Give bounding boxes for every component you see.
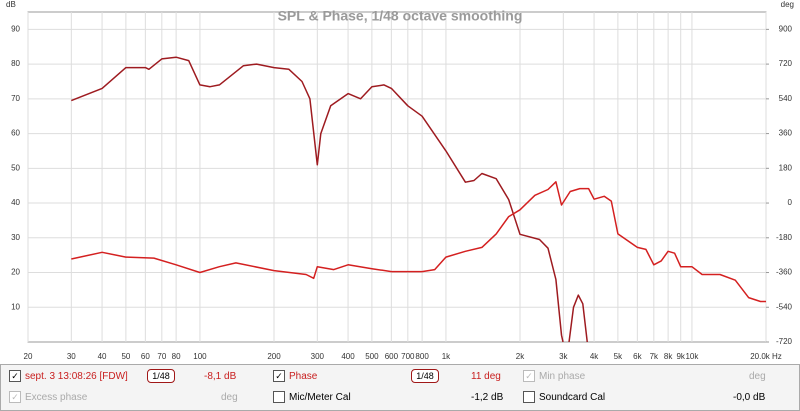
y2-tick-label: -180 — [776, 233, 793, 242]
min-phase: Min phase — [539, 371, 586, 382]
excess-phase-unit: deg — [221, 392, 238, 403]
x-tick-label: 9k — [676, 352, 685, 361]
y2-tick-label: -720 — [776, 337, 793, 346]
y-tick-label: 40 — [11, 198, 20, 207]
smoothing-button[interactable]: 1/48 — [147, 369, 175, 383]
x-tick-label: 6k — [633, 352, 642, 361]
y2-tick-label: -360 — [776, 268, 793, 277]
series-line — [71, 56, 589, 342]
x-tick-label: 30 — [67, 352, 76, 361]
measurement-name: sept. 3 13:08:26 [FDW] — [25, 371, 128, 382]
x-tick-label: 300 — [311, 352, 325, 361]
x-tick-label: 80 — [172, 352, 181, 361]
x-tick-label: 100 — [193, 352, 207, 361]
x-tick-label: 600 — [385, 352, 399, 361]
checkbox[interactable] — [273, 391, 285, 403]
x-tick-label: 5k — [614, 352, 623, 361]
x-tick-label: 3k — [559, 352, 568, 361]
mic-cal-value: -1,2 dB — [471, 392, 504, 403]
x-tick-label: 200 — [267, 352, 281, 361]
phase-label: Phase — [289, 371, 318, 382]
x-tick-label: 10k — [685, 352, 699, 361]
y2-tick-label: 360 — [779, 129, 793, 138]
y-tick-label: 70 — [11, 94, 20, 103]
checkbox[interactable]: ✓ — [273, 370, 285, 382]
y-axis-label: dB — [6, 0, 16, 9]
y-tick-label: 60 — [11, 129, 20, 138]
min-phase-unit: deg — [749, 371, 766, 382]
x-tick-label: 20 — [24, 352, 33, 361]
x-tick-label: 20.0k Hz — [750, 352, 782, 361]
y-tick-label: 90 — [11, 24, 20, 33]
chart-title: SPL & Phase, 1/48 octave smoothing — [278, 8, 523, 24]
x-tick-label: 1k — [442, 352, 451, 361]
y2-tick-label: 540 — [779, 94, 793, 103]
x-tick-label: 40 — [98, 352, 107, 361]
series-line — [71, 181, 766, 303]
soundcard-cal: Soundcard Cal — [539, 392, 606, 403]
x-tick-label: 800 — [415, 352, 429, 361]
x-tick-label: 2k — [516, 352, 525, 361]
chart: SPL & Phase, 1/48 octave smoothing dB de… — [6, 0, 794, 361]
x-tick-label: 500 — [365, 352, 379, 361]
y-tick-label: 80 — [11, 59, 20, 68]
y2-tick-label: -540 — [776, 302, 793, 311]
x-tick-label: 8k — [664, 352, 673, 361]
y-tick-label: 20 — [11, 268, 20, 277]
x-tick-label: 7k — [650, 352, 659, 361]
y2-tick-label: 0 — [788, 198, 793, 207]
checkbox[interactable]: ✓ — [9, 391, 21, 403]
smoothing-button[interactable]: 1/48 — [411, 369, 439, 383]
mic-cal: Mic/Meter Cal — [289, 392, 351, 403]
y2-tick-label: 900 — [779, 24, 793, 33]
x-tick-label: 400 — [341, 352, 355, 361]
y-tick-label: 30 — [11, 233, 20, 242]
spl-offset: -8,1 dB — [204, 371, 237, 382]
checkbox[interactable] — [523, 391, 535, 403]
phase-offset: 11 deg — [471, 371, 501, 382]
y2-axis-label: deg — [781, 0, 794, 9]
excess-phase: Excess phase — [25, 392, 88, 403]
row-1: ✓ sept. 3 13:08:26 [FDW] 1/48 -8,1 dB ✓ … — [1, 367, 799, 387]
x-tick-label: 4k — [590, 352, 599, 361]
x-tick-label: 50 — [121, 352, 130, 361]
y2-tick-label: 720 — [779, 59, 793, 68]
y2-tick-label: 180 — [779, 163, 793, 172]
y-tick-label: 50 — [11, 163, 20, 172]
row-2: ✓ Excess phase deg Mic/Meter Cal -1,2 dB… — [1, 388, 799, 408]
x-tick-label: 70 — [157, 352, 166, 361]
plot-area — [27, 11, 767, 343]
checkbox[interactable]: ✓ — [523, 370, 535, 382]
y-tick-label: 10 — [11, 302, 20, 311]
soundcard-cal-value: -0,0 dB — [733, 392, 766, 403]
checkbox[interactable]: ✓ — [9, 370, 21, 382]
control-panel: ✓ sept. 3 13:08:26 [FDW] 1/48 -8,1 dB ✓ … — [0, 364, 800, 411]
x-tick-label: 700 — [401, 352, 415, 361]
x-tick-label: 60 — [141, 352, 150, 361]
